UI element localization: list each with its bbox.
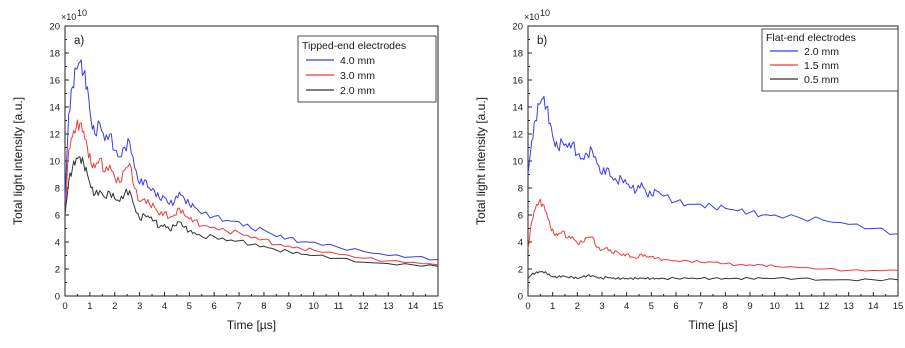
- chart-panel-b: 0 1 2 3 4 5 6 7 8 9 10 11 12 13 14 1502468101214161820×…: [474, 8, 903, 332]
- y-tick-label: 16: [512, 76, 523, 87]
- y-tick-label: 14: [49, 103, 60, 114]
- x-tick-label: 14: [868, 301, 879, 312]
- x-tick-label: 6: [673, 301, 678, 312]
- x-tick-label: 1: [87, 301, 92, 312]
- y-tick-label: 10: [49, 157, 60, 168]
- y-multiplier: ×10: [524, 12, 539, 22]
- legend-entry-label: 2.0 mm: [340, 85, 375, 97]
- y-tick-label: 0: [55, 292, 60, 303]
- x-tick-label: 0: [525, 301, 530, 312]
- x-tick-label: 2: [575, 301, 580, 312]
- y-tick-label: 20: [512, 22, 523, 33]
- y-tick-label: 0: [518, 292, 523, 303]
- x-tick-label: 10: [769, 301, 780, 312]
- legend-entry-label: 2.0 mm: [804, 46, 839, 58]
- y-tick-label: 4: [518, 238, 523, 249]
- x-tick-label: 8: [723, 301, 728, 312]
- panel-label: a): [74, 35, 84, 47]
- y-tick-label: 2: [55, 265, 60, 276]
- series-line-2-0-mm: [527, 95, 899, 235]
- x-tick-label: 4: [624, 301, 629, 312]
- series-line-2-0-mm: [64, 156, 439, 267]
- legend-title: Tipped-end electrodes: [302, 40, 406, 52]
- y-tick-label: 6: [518, 211, 523, 222]
- x-tick-label: 15: [433, 301, 444, 312]
- x-tick-label: 15: [893, 301, 904, 312]
- x-tick-label: 7: [236, 301, 241, 312]
- x-tick-label: 4: [162, 301, 167, 312]
- legend-title: Flat-end electrodes: [766, 32, 856, 44]
- x-tick-label: 9: [286, 301, 291, 312]
- x-tick-label: 3: [137, 301, 142, 312]
- y-tick-label: 6: [55, 211, 60, 222]
- y-tick-label: 18: [49, 49, 60, 60]
- y-tick-label: 10: [512, 157, 523, 168]
- series-line-1-5-mm: [527, 198, 899, 272]
- x-tick-label: 13: [843, 301, 854, 312]
- series-line-4-0-mm: [64, 59, 439, 261]
- x-tick-label: 0: [62, 301, 67, 312]
- legend-entry-label: 0.5 mm: [804, 74, 839, 86]
- legend-box: [297, 35, 437, 103]
- x-tick-label: 9: [747, 301, 752, 312]
- chart-panel-a: 0 1 2 3 4 5 6 7 8 9 10 11 12 13 14 1502468101214161820×…: [11, 8, 443, 332]
- y-tick-label: 12: [49, 130, 60, 141]
- y-multiplier-exponent: 10: [77, 8, 87, 18]
- legend-box: [761, 28, 899, 92]
- y-multiplier: ×10: [61, 12, 76, 22]
- y-tick-label: 8: [55, 184, 60, 195]
- x-tick-label: 11: [794, 301, 804, 312]
- x-tick-label: 5: [187, 301, 192, 312]
- y-tick-label: 4: [55, 238, 60, 249]
- x-tick-label: 2: [112, 301, 117, 312]
- x-tick-label: 5: [649, 301, 654, 312]
- x-tick-label: 3: [599, 301, 604, 312]
- x-tick-label: 11: [334, 301, 344, 312]
- panel-label: b): [537, 35, 547, 47]
- y-tick-label: 14: [512, 103, 523, 114]
- legend-entry-label: 1.5 mm: [804, 60, 839, 72]
- y-tick-label: 16: [49, 76, 60, 87]
- legend-entry-label: 3.0 mm: [340, 70, 375, 82]
- y-tick-label: 8: [518, 184, 523, 195]
- x-tick-label: 6: [212, 301, 217, 312]
- y-multiplier-exponent: 10: [540, 8, 550, 18]
- y-axis-title: Total light intensity [a.u.]: [11, 97, 25, 225]
- x-tick-label: 13: [383, 301, 394, 312]
- series-line-3-0-mm: [64, 119, 439, 266]
- legend-entry-label: 4.0 mm: [340, 55, 375, 67]
- x-axis-title: Time [µs]: [688, 318, 737, 332]
- y-tick-label: 12: [512, 130, 523, 141]
- y-tick-label: 18: [512, 49, 523, 60]
- x-tick-label: 10: [308, 301, 319, 312]
- x-tick-label: 14: [408, 301, 419, 312]
- x-axis-title: Time [µs]: [227, 318, 276, 332]
- y-tick-label: 2: [518, 265, 523, 276]
- x-tick-label: 12: [358, 301, 369, 312]
- series-line-0-5-mm: [527, 271, 899, 282]
- y-tick-label: 20: [49, 22, 60, 33]
- x-tick-label: 7: [698, 301, 703, 312]
- x-tick-label: 12: [819, 301, 830, 312]
- x-tick-label: 1: [550, 301, 555, 312]
- x-tick-label: 8: [261, 301, 266, 312]
- y-axis-title: Total light intensity [a.u.]: [474, 97, 488, 225]
